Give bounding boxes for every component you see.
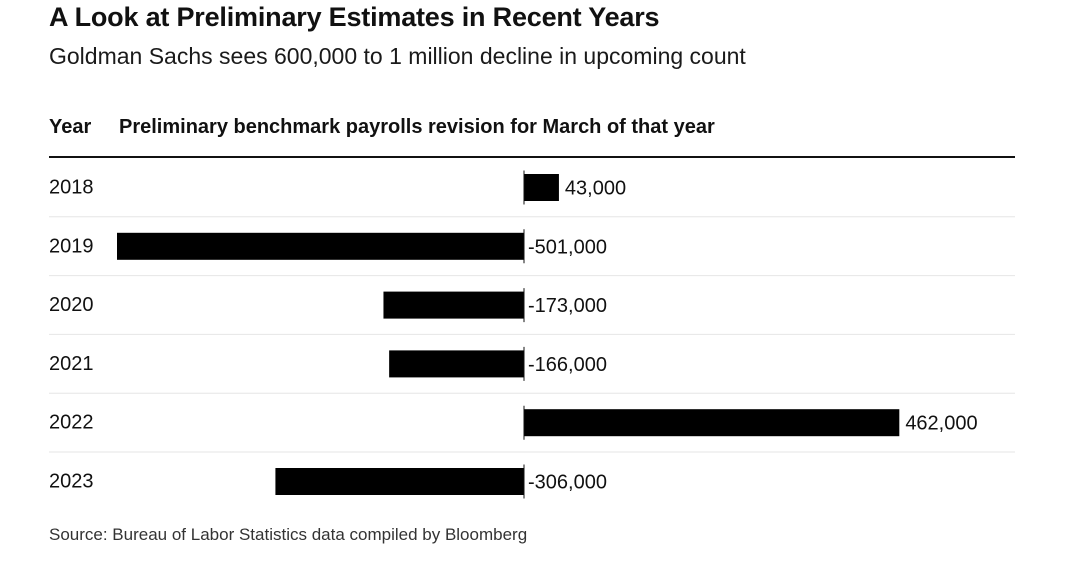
bar: [275, 468, 524, 495]
chart-title: A Look at Preliminary Estimates in Recen…: [49, 2, 660, 32]
year-label: 2020: [49, 294, 94, 316]
value-label: -173,000: [528, 295, 607, 317]
year-label: 2018: [49, 177, 94, 199]
year-label: 2022: [49, 412, 94, 434]
bar: [524, 409, 900, 437]
value-label: -306,000: [528, 472, 607, 494]
chart-subtitle: Goldman Sachs sees 600,000 to 1 million …: [49, 43, 746, 69]
value-label: -166,000: [528, 354, 607, 376]
bar: [383, 291, 524, 319]
bar: [389, 350, 524, 378]
source-note: Source: Bureau of Labor Statistics data …: [49, 525, 528, 544]
value-label: 43,000: [565, 178, 626, 200]
value-label: -501,000: [528, 236, 607, 258]
revision-column-header: Preliminary benchmark payrolls revision …: [119, 116, 715, 138]
year-label: 2021: [49, 353, 94, 375]
bar: [524, 174, 559, 201]
year-label: 2019: [49, 235, 94, 257]
year-label: 2023: [49, 471, 94, 493]
bar: [117, 232, 524, 260]
year-column-header: Year: [49, 116, 92, 138]
header-rule: [49, 156, 1015, 158]
value-label: 462,000: [905, 413, 977, 435]
